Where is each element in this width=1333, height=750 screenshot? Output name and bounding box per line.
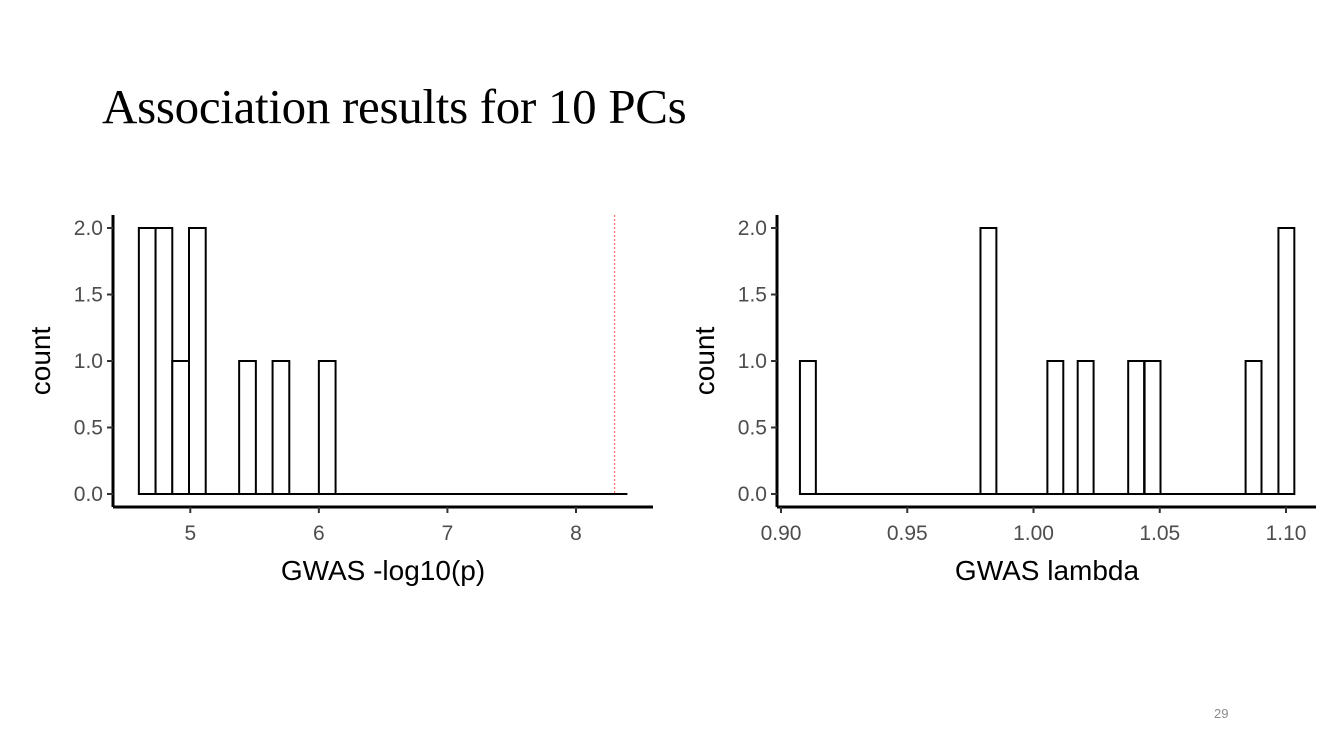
y-tick-label: 2.0 (738, 217, 767, 240)
x-tick-label: 0.95 (887, 522, 928, 545)
histogram-bar (238, 360, 257, 495)
y-tick-label: 0.0 (74, 483, 103, 506)
x-tick-label: 1.10 (1266, 522, 1307, 545)
histogram-pvalue: 0.0 0.5 1.0 1.5 2.0 5 6 7 8 GWAS -log10(p) count (25, 215, 653, 586)
histogram-bar (1244, 360, 1263, 495)
x-tick-label: 5 (184, 522, 196, 545)
x-axis-title: GWAS -log10(p) (281, 555, 485, 586)
histogram-bar (1046, 360, 1065, 495)
x-tick-label: 1.05 (1139, 522, 1180, 545)
y-tick-label: 0.5 (74, 417, 103, 440)
x-tick-label: 7 (442, 522, 454, 545)
y-tick-label: 2.0 (74, 217, 103, 240)
x-tick-label: 1.00 (1013, 522, 1054, 545)
y-tick-label: 1.0 (74, 350, 103, 373)
y-tick-label: 1.5 (74, 284, 103, 307)
histogram-bar (317, 360, 337, 495)
histogram-bar (798, 360, 817, 495)
y-axis-title: count (25, 327, 56, 396)
y-tick-label: 0.5 (738, 417, 767, 440)
x-tick-label: 6 (313, 522, 325, 545)
x-tick-label: 0.90 (761, 522, 802, 545)
histogram-bar (171, 360, 191, 495)
histogram-bar (1143, 360, 1162, 495)
x-axis-title: GWAS lambda (955, 555, 1140, 586)
histogram-bar (137, 227, 157, 495)
y-axis-title: count (689, 327, 720, 396)
x-tick-label: 8 (570, 522, 582, 545)
y-tick-label: 1.0 (738, 350, 767, 373)
histogram-bar (154, 227, 174, 495)
y-tick-label: 0.0 (738, 483, 767, 506)
histogram-bar (979, 227, 998, 495)
histogram-bar (1076, 360, 1095, 495)
page-number: 29 (1214, 706, 1229, 721)
histogram-lambda: 0.0 0.5 1.0 1.5 2.0 0.90 0.95 1.00 1.05 1.10 GWAS … (689, 215, 1316, 586)
slide-title: Association results for 10 PCs (102, 79, 687, 134)
y-tick-label: 1.5 (738, 284, 767, 307)
histogram-bar (1277, 227, 1296, 495)
histogram-bar (188, 227, 207, 495)
histogram-bar (1127, 360, 1146, 495)
histogram-bar (271, 360, 291, 495)
